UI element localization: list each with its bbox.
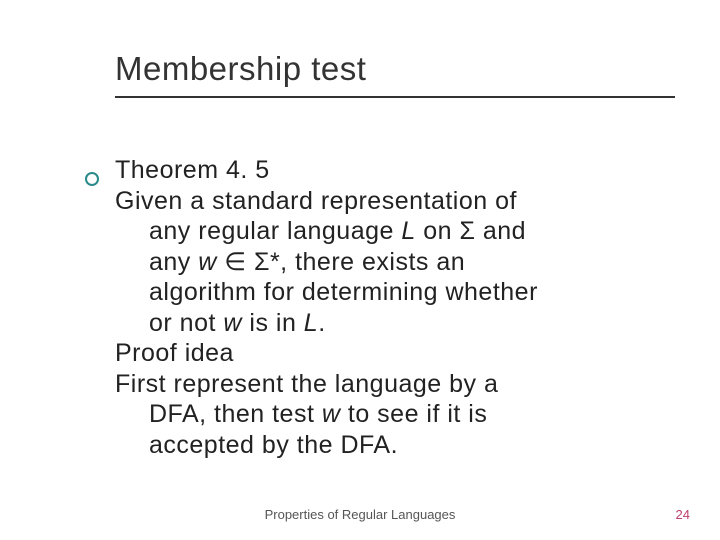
body-text: Theorem 4. 5 Given a standard representa… bbox=[115, 155, 670, 460]
body-line: Given a standard representation of bbox=[115, 187, 517, 215]
var-w: w bbox=[198, 248, 217, 276]
text: . bbox=[318, 309, 325, 337]
text: DFA, then test bbox=[149, 400, 322, 428]
body-line: any regular language L on Σ and bbox=[115, 216, 670, 247]
var-w: w bbox=[223, 309, 242, 337]
body-line: accepted by the DFA. bbox=[115, 430, 670, 461]
title-area: Membership test bbox=[115, 50, 660, 98]
var-L: L bbox=[401, 217, 415, 245]
text: any regular language bbox=[149, 217, 401, 245]
slide: Membership test Theorem 4. 5 Given a sta… bbox=[0, 0, 720, 540]
text: is in bbox=[242, 309, 304, 337]
body-line: algorithm for determining whether bbox=[115, 277, 670, 308]
body-line: DFA, then test w to see if it is bbox=[115, 399, 670, 430]
footer-title: Properties of Regular Languages bbox=[0, 507, 720, 522]
title-underline bbox=[115, 96, 675, 98]
body-line: or not w is in L. bbox=[115, 308, 670, 339]
slide-title: Membership test bbox=[115, 50, 660, 96]
theorem-label: Theorem 4. 5 bbox=[115, 156, 270, 184]
page-number: 24 bbox=[676, 507, 690, 522]
var-w: w bbox=[322, 400, 341, 428]
var-L: L bbox=[304, 309, 318, 337]
body-line: any w ∈ Σ*, there exists an bbox=[115, 247, 670, 278]
proof-label: Proof idea bbox=[115, 339, 234, 367]
text: or not bbox=[149, 309, 223, 337]
text: to see if it is bbox=[340, 400, 487, 428]
bullet-circle-icon bbox=[85, 172, 99, 186]
text: on Σ and bbox=[416, 217, 526, 245]
text: any bbox=[149, 248, 198, 276]
body-line: First represent the language by a bbox=[115, 370, 498, 398]
text: ∈ Σ*, there exists an bbox=[217, 248, 465, 276]
